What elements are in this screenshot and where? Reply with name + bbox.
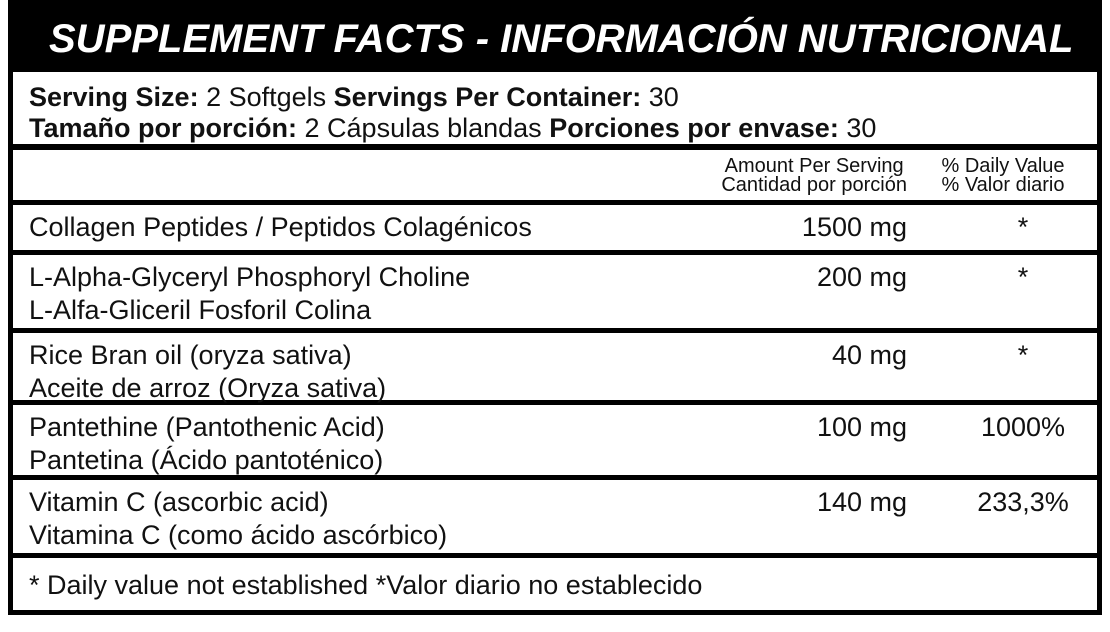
serving-value: 2 Cápsulas blandas <box>304 113 542 143</box>
serving-line: Tamaño por porción: 2 Cápsulas blandas P… <box>29 113 1097 144</box>
nutrient-row: L-Alpha-Glyceryl Phosphoryl Choline L-Alf… <box>13 255 1097 333</box>
amount: 100 mg <box>816 412 907 442</box>
daily-value: * <box>1017 212 1029 242</box>
daily-value: * <box>1017 340 1029 370</box>
nutrient-name: Pantethine (Pantothenic Acid) Pantetina (… <box>29 411 385 477</box>
amount: 1500 mg <box>801 212 907 242</box>
daily-value: 1000% <box>980 412 1066 442</box>
daily-value: 233,3% <box>977 487 1069 517</box>
header-line: Cantidad por porción <box>721 174 907 196</box>
amount: 40 mg <box>831 340 907 370</box>
name-line: Rice Bran oil (oryza sativa) <box>29 340 352 370</box>
name-line: Aceite de arroz (Oryza sativa) <box>29 373 387 403</box>
footnote: * Daily value not established *Valor dia… <box>29 570 703 600</box>
serving-label: Servings Per Container: <box>333 82 642 112</box>
nutrient-name: Collagen Peptides / Peptidos Colagénicos <box>29 211 532 244</box>
amount-header: Amount Per Serving Cantidad por porción <box>721 155 907 196</box>
name-line: Collagen Peptides / Peptidos Colagénicos <box>29 212 532 242</box>
name-line: Vitamina C (como ácido ascórbico) <box>29 520 448 550</box>
serving-value: 30 <box>846 113 877 143</box>
serving-line: Serving Size: 2 Softgels Servings Per Co… <box>29 82 1097 113</box>
nutrient-name: L-Alpha-Glyceryl Phosphoryl Choline L-Alf… <box>29 261 470 327</box>
serving-value: 2 Softgels <box>206 82 327 112</box>
nutrient-name: Vitamin C (ascorbic acid) Vitamina C (com… <box>29 486 447 552</box>
supplement-facts: SUPPLEMENT FACTS - INFORMACIÓN NUTRICION… <box>8 0 1102 615</box>
daily-value: * <box>1017 262 1029 292</box>
nutrient-row: Vitamin C (ascorbic acid) Vitamina C (com… <box>13 480 1097 558</box>
name-line: L-Alfa-Gliceril Fosforil Colina <box>29 295 372 325</box>
serving-info: Serving Size: 2 Softgels Servings Per Co… <box>13 72 1097 150</box>
amount: 200 mg <box>816 262 907 292</box>
header-line: % Valor diario <box>941 174 1065 196</box>
title: SUPPLEMENT FACTS - INFORMACIÓN NUTRICION… <box>13 0 1097 72</box>
serving-label: Serving Size: <box>29 82 199 112</box>
header-line: Amount Per Serving <box>724 155 904 177</box>
daily-value-header: % Daily Value% Valor diario <box>928 155 1078 196</box>
name-line: L-Alpha-Glyceryl Phosphoryl Choline <box>29 262 471 292</box>
header-line: % Daily Value <box>941 155 1065 177</box>
nutrient-row: Pantethine (Pantothenic Acid) Pantetina (… <box>13 405 1097 480</box>
serving-value: 30 <box>648 82 679 112</box>
name-line: Pantetina (Ácido pantoténico) <box>29 445 384 475</box>
serving-label: Tamaño por porción: <box>29 113 297 143</box>
nutrient-row: Collagen Peptides / Peptidos Colagénicos… <box>13 205 1097 255</box>
name-line: Pantethine (Pantothenic Acid) <box>29 412 385 442</box>
name-line: Vitamin C (ascorbic acid) <box>29 487 329 517</box>
amount: 140 mg <box>816 487 907 517</box>
serving-label: Porciones por envase: <box>549 113 839 143</box>
column-header: Amount Per Serving Cantidad por porción %… <box>13 150 1097 205</box>
nutrient-row: Rice Bran oil (oryza sativa) Aceite de ar… <box>13 333 1097 405</box>
nutrient-name: Rice Bran oil (oryza sativa) Aceite de ar… <box>29 339 386 405</box>
